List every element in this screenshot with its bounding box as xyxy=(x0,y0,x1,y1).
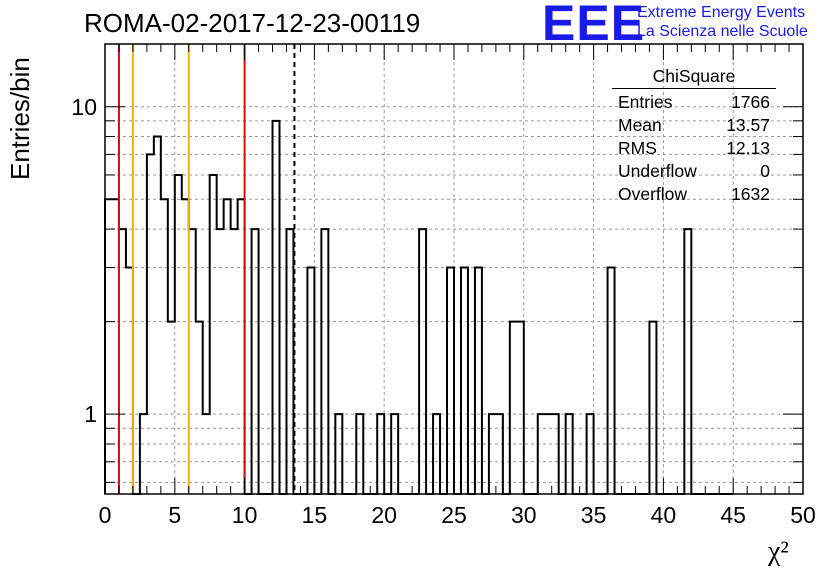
chart-title: ROMA-02-2017-12-23-00119 xyxy=(84,8,421,38)
stats-row-rms: RMS 12.13 xyxy=(612,137,776,160)
stats-value: 13.57 xyxy=(726,115,770,135)
histogram-bin xyxy=(161,199,168,494)
y-axis-label: Entries/bin xyxy=(5,57,35,180)
stats-row-underflow: Underflow 0 xyxy=(612,160,776,183)
histogram-bin xyxy=(510,322,517,494)
histogram-bin xyxy=(196,322,203,494)
stats-value: 12.13 xyxy=(726,138,770,158)
histogram-bin xyxy=(231,229,238,494)
stats-label: Underflow xyxy=(618,161,697,181)
x-tick-label: 5 xyxy=(168,502,181,528)
x-tick-label: 10 xyxy=(232,502,258,528)
stats-value: 0 xyxy=(760,161,770,181)
stats-row-entries: Entries 1766 xyxy=(612,91,776,114)
stats-row-overflow: Overflow 1632 xyxy=(612,183,776,206)
histogram-bin xyxy=(461,267,468,494)
histogram-bin xyxy=(475,267,482,494)
histogram-bin xyxy=(168,322,175,494)
x-tick-label: 45 xyxy=(720,502,746,528)
stats-label: Entries xyxy=(618,92,673,112)
histogram-bin xyxy=(307,267,314,494)
histogram-bin xyxy=(447,267,454,494)
y-tick-label: 1 xyxy=(84,401,97,427)
x-tick-label: 15 xyxy=(302,502,328,528)
histogram-bin xyxy=(217,229,224,494)
x-tick-label: 35 xyxy=(581,502,607,528)
stats-row-mean: Mean 13.57 xyxy=(612,114,776,137)
histogram-bin xyxy=(517,322,524,494)
stats-label: Overflow xyxy=(618,184,688,204)
x-axis-label: χ² xyxy=(768,536,789,567)
histogram-bin xyxy=(175,175,182,494)
logo-line-2: La Scienza nelle Scuole xyxy=(637,23,808,40)
histogram-bin xyxy=(649,322,656,494)
histogram-bin xyxy=(189,229,196,494)
histogram-bin xyxy=(252,229,259,494)
histogram-bin xyxy=(321,229,328,494)
stats-value: 1632 xyxy=(731,184,770,204)
stats-title: ChiSquare xyxy=(612,66,776,89)
histogram-bin xyxy=(273,121,280,494)
histogram-bin xyxy=(182,199,189,494)
histogram-bin xyxy=(119,229,126,494)
histogram-bin xyxy=(608,267,615,494)
histogram-bin xyxy=(105,199,112,494)
x-tick-label: 25 xyxy=(441,502,467,528)
histogram-bin xyxy=(147,154,154,494)
histogram-bin xyxy=(286,229,293,494)
x-tick-label: 50 xyxy=(790,502,816,528)
logo-line-1: Extreme Energy Events xyxy=(637,4,806,21)
eee-logo: EEE xyxy=(542,0,646,51)
stats-label: RMS xyxy=(618,138,657,158)
histogram-bin xyxy=(419,229,426,494)
eee-logo-text: Extreme Energy Events La Scienza nelle S… xyxy=(637,3,808,41)
x-tick-label: 30 xyxy=(511,502,537,528)
y-tick-label: 10 xyxy=(71,94,97,120)
histogram-bin xyxy=(126,267,133,494)
histogram-bin xyxy=(112,199,119,494)
histogram-bin xyxy=(224,199,231,494)
stats-label: Mean xyxy=(618,115,662,135)
x-tick-label: 20 xyxy=(371,502,397,528)
x-tick-label: 0 xyxy=(99,502,112,528)
histogram-bin xyxy=(154,137,161,494)
histogram-bin xyxy=(684,229,691,494)
stats-box: ChiSquare Entries 1766 Mean 13.57 RMS 12.13… xyxy=(612,66,776,206)
x-tick-label: 40 xyxy=(651,502,677,528)
stats-value: 1766 xyxy=(731,92,770,112)
histogram-bin xyxy=(210,175,217,494)
histogram-bin xyxy=(238,199,245,494)
